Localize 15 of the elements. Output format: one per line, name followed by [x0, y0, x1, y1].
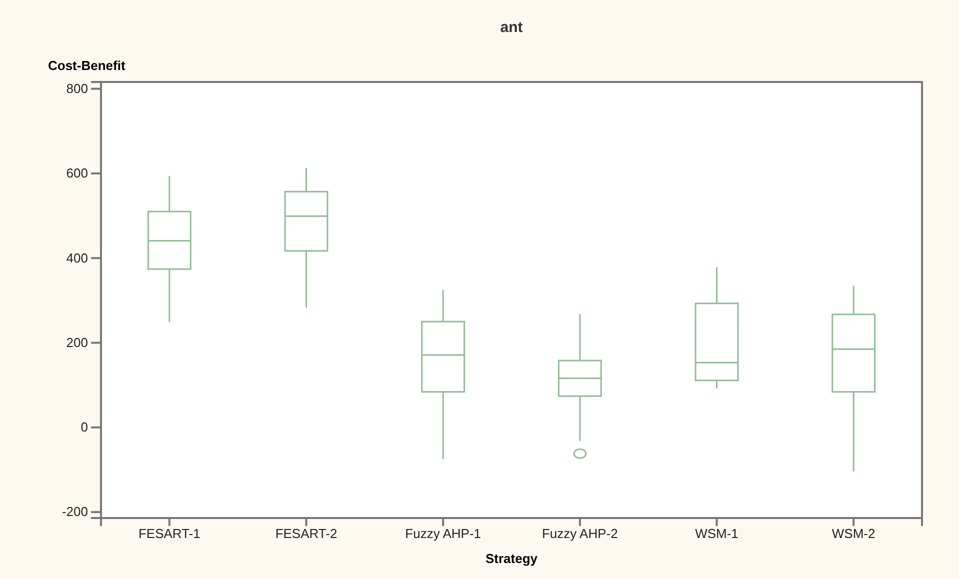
y-tick-label: 0: [80, 420, 88, 435]
x-tick-label: WSM-1: [695, 526, 738, 542]
x-tick-label: Fuzzy AHP-2: [542, 526, 618, 542]
y-tick-label: 800: [66, 80, 88, 96]
x-axis-title: Strategy: [485, 551, 538, 566]
chart-title: ant: [500, 19, 523, 36]
x-tick-label: FESART-2: [275, 526, 338, 542]
y-axis-title: Cost-Benefit: [48, 58, 126, 73]
y-tick-label: 200: [66, 334, 88, 350]
y-tick-label: -200: [62, 504, 88, 520]
y-tick-label: 400: [66, 250, 88, 266]
x-tick-label: WSM-2: [832, 526, 876, 542]
x-tick-label: Fuzzy AHP-1: [405, 526, 482, 542]
x-tick-label: FESART-1: [138, 526, 200, 542]
y-tick-label: 600: [66, 166, 88, 181]
